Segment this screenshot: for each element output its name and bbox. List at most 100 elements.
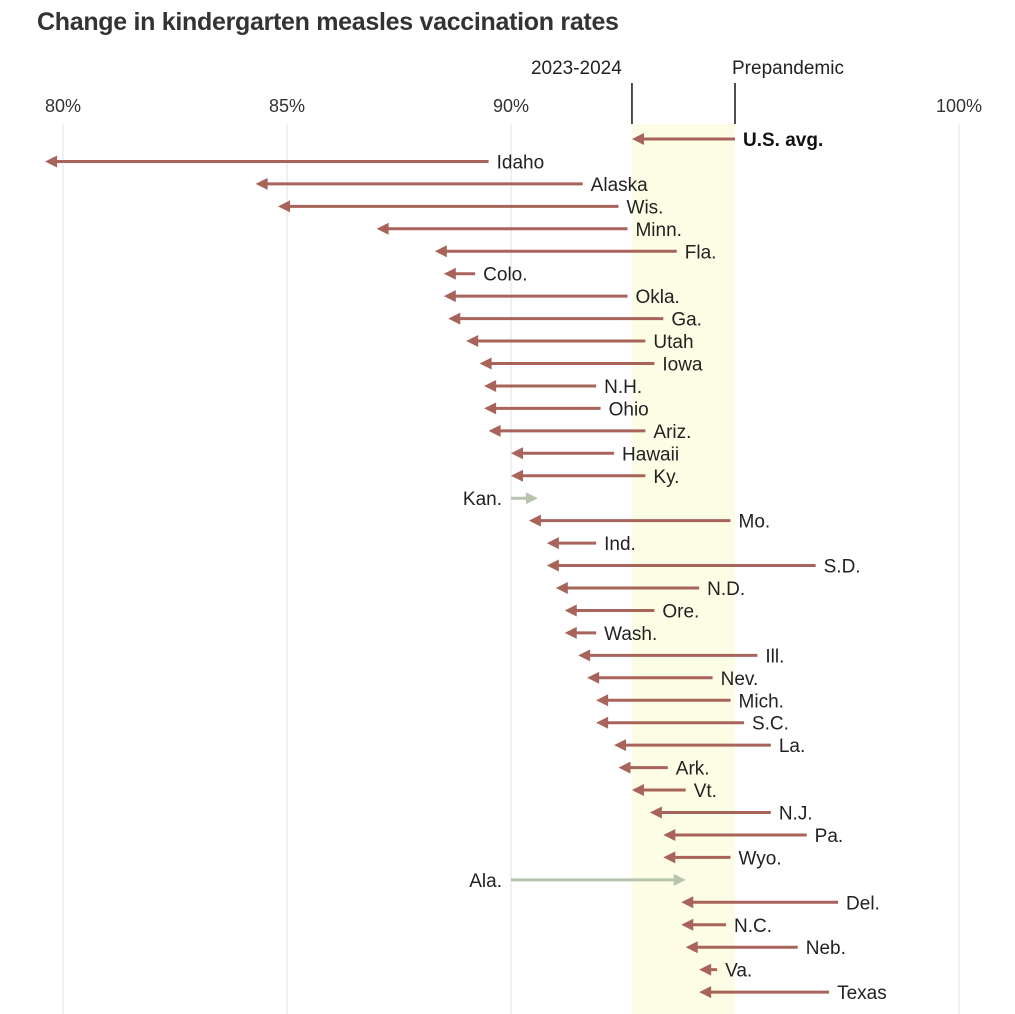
us-average-label: U.S. avg.	[743, 130, 823, 151]
arrow-head	[614, 739, 627, 752]
row-arrow: Wash.	[564, 624, 657, 645]
row-arrow: Ill.	[578, 646, 784, 667]
state-label: Nev.	[721, 669, 759, 690]
row-arrow: S.D.	[546, 557, 861, 578]
arrow-head	[511, 447, 523, 460]
state-label: Wyo.	[739, 848, 782, 869]
row-arrow: Ind.	[546, 534, 636, 555]
row-arrow: Utah	[466, 332, 694, 353]
row-arrow: Hawaii	[511, 444, 679, 465]
state-label: Okla.	[635, 287, 679, 308]
reference-line-layer: 2023-2024 Prepandemic	[531, 58, 844, 124]
state-label: Colo.	[483, 265, 527, 286]
row-arrow: N.H.	[484, 377, 642, 398]
arrow-head	[443, 290, 456, 303]
row-arrow: Iowa	[479, 355, 703, 376]
arrow-head	[564, 626, 577, 639]
state-label: Ky.	[653, 467, 679, 488]
state-label: Wash.	[604, 624, 657, 645]
row-arrow: Vt.	[631, 781, 717, 802]
reference-line-label: 2023-2024	[531, 58, 622, 79]
state-label: Vt.	[694, 781, 717, 802]
row-arrow: Wis.	[278, 197, 663, 218]
row-arrow: Ky.	[511, 467, 679, 488]
arrow-head	[484, 379, 497, 392]
state-label: Ohio	[609, 399, 649, 420]
row-arrow: Ala.	[469, 871, 686, 892]
state-label: La.	[779, 736, 805, 757]
state-label: Texas	[837, 983, 887, 1004]
state-label: Idaho	[497, 152, 545, 173]
arrow-head	[448, 312, 461, 325]
arrow-head	[681, 918, 694, 931]
arrow-head	[484, 402, 497, 415]
x-tick-label: 85%	[269, 96, 305, 116]
state-label: Ark.	[676, 759, 710, 780]
state-label: Alaska	[591, 175, 648, 196]
highlight-band-layer	[631, 124, 735, 1014]
row-arrow: Ore.	[564, 601, 699, 622]
arrow-head	[479, 357, 492, 370]
tick-label-layer: 80% 85% 90% 100%	[45, 96, 982, 116]
arrow-head	[681, 896, 694, 909]
arrow-head	[546, 537, 559, 550]
state-label: Ga.	[671, 310, 702, 331]
arrow-head	[631, 133, 644, 145]
state-label: S.C.	[752, 714, 789, 735]
gridline-layer	[62, 124, 960, 1014]
arrow-head	[546, 559, 559, 572]
state-label: N.D.	[707, 579, 745, 600]
row-arrow: Ohio	[484, 399, 649, 420]
row-arrow: S.C.	[596, 714, 789, 735]
state-label: Ill.	[765, 646, 784, 667]
row-arrow: Del.	[681, 893, 880, 914]
arrow-head	[649, 806, 662, 819]
arrow-head	[488, 424, 501, 437]
state-label: Hawaii	[622, 444, 679, 465]
state-label: Pa.	[815, 826, 844, 847]
arrow-head	[525, 492, 538, 505]
arrow-head	[631, 784, 644, 797]
row-arrow: Ga.	[448, 310, 702, 331]
state-label: Wis.	[627, 197, 664, 218]
row-arrow: Alaska	[255, 175, 648, 196]
arrow-head	[663, 828, 676, 841]
row-arrow: N.D.	[555, 579, 745, 600]
row-arrow: U.S. avg.	[631, 130, 823, 151]
row-arrow: La.	[614, 736, 805, 757]
reference-line-label: Prepandemic	[732, 58, 844, 79]
arrow-head	[663, 851, 676, 864]
state-label: Minn.	[635, 220, 681, 241]
arrow-head	[443, 267, 456, 280]
row-arrow: Wyo.	[663, 848, 782, 869]
state-label: Utah	[653, 332, 693, 353]
arrow-head	[587, 671, 600, 684]
row-arrow: N.J.	[649, 804, 813, 825]
arrow-head	[511, 469, 523, 482]
arrow-head	[255, 177, 268, 190]
arrow-head	[673, 873, 686, 886]
state-label: Ala.	[469, 871, 502, 892]
reference-band	[631, 124, 735, 1014]
row-arrow: Ark.	[618, 759, 710, 780]
row-arrow: Texas	[699, 983, 887, 1004]
row-arrow: Kan.	[463, 489, 538, 510]
row-arrow: Va.	[699, 961, 752, 982]
row-arrow: N.C.	[681, 916, 772, 937]
arrow-head	[466, 335, 479, 348]
row-arrow: Nev.	[587, 669, 758, 690]
arrow-head	[578, 649, 591, 662]
row-arrow: Minn.	[376, 220, 682, 241]
arrow-head	[278, 200, 291, 213]
row-arrow: Idaho	[45, 152, 544, 173]
row-arrow: Fla.	[434, 242, 716, 263]
state-label: Va.	[725, 961, 752, 982]
state-label: N.C.	[734, 916, 772, 937]
arrow-head	[45, 155, 58, 168]
row-arrow: Okla.	[443, 287, 680, 308]
arrow-head	[555, 582, 568, 594]
state-label: Mo.	[739, 512, 771, 533]
x-tick-label: 100%	[936, 96, 982, 116]
row-arrow: Neb.	[685, 938, 846, 959]
state-label: N.H.	[604, 377, 642, 398]
